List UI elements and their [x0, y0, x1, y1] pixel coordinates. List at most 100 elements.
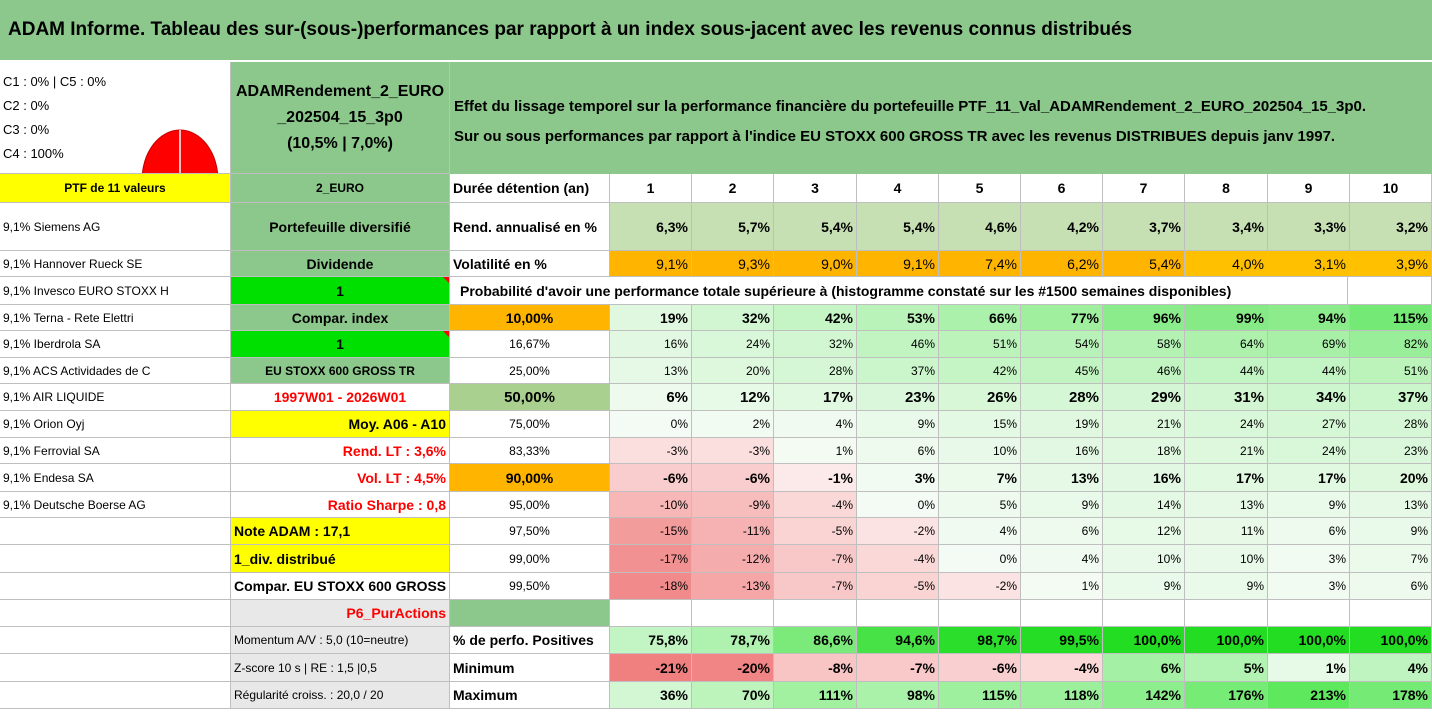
- prob-cell-3-10: 51%: [1350, 358, 1432, 384]
- stat-cell-3-2: 70%: [692, 682, 774, 709]
- stat-cell-3-10: 178%: [1350, 682, 1432, 709]
- prob-cell-9-10: 9%: [1350, 518, 1432, 545]
- vol-value-3: 9,0%: [774, 251, 857, 277]
- pie-legend-c1: C1 : 0% | C5 : 0%: [3, 74, 107, 89]
- prob-cell-9-8: 11%: [1185, 518, 1268, 545]
- portfolio-currency: 2_EURO: [231, 174, 450, 203]
- year-2: 2: [692, 174, 774, 203]
- empty-left-2: [0, 545, 231, 573]
- year-10: 10: [1350, 174, 1432, 203]
- momentum-label: Momentum A/V : 5,0 (10=neutre): [231, 627, 450, 654]
- year-3: 3: [774, 174, 857, 203]
- stat-cell-3-1: 36%: [610, 682, 692, 709]
- stat-cell-1-10: 100,0%: [1350, 627, 1432, 654]
- rend-value-9: 3,3%: [1268, 203, 1350, 251]
- prob-cell-2-5: 51%: [939, 331, 1021, 358]
- rend-value-4: 5,4%: [857, 203, 939, 251]
- description: Effet du lissage temporel sur la perform…: [450, 62, 1432, 174]
- prob-cell-9-1: -15%: [610, 518, 692, 545]
- stat-label-1: % de perfo. Positives: [450, 627, 610, 654]
- prob-cell-7-7: 16%: [1103, 464, 1185, 492]
- stat-cell-3-4: 98%: [857, 682, 939, 709]
- prob-cell-10-3: -7%: [774, 545, 857, 573]
- prob-label-10: 99,00%: [450, 545, 610, 573]
- prob-cell-11-10: 6%: [1350, 573, 1432, 600]
- rend-lt-label: Rend. LT : 3,6%: [231, 438, 450, 464]
- sharpe-label: Ratio Sharpe : 0,8: [231, 492, 450, 518]
- prob-cell-6-7: 18%: [1103, 438, 1185, 464]
- prob-cell-4-10: 37%: [1350, 384, 1432, 411]
- prob-cell-2-1: 16%: [610, 331, 692, 358]
- vol-value-7: 5,4%: [1103, 251, 1185, 277]
- empty-row-cell-1: [610, 600, 692, 627]
- prob-cell-7-9: 17%: [1268, 464, 1350, 492]
- holding-7: 9,1% AIR LIQUIDE: [0, 384, 231, 411]
- prob-cell-8-8: 13%: [1185, 492, 1268, 518]
- prob-cell-2-2: 24%: [692, 331, 774, 358]
- holding-3: 9,1% Invesco EURO STOXX H: [0, 277, 231, 305]
- prob-cell-8-3: -4%: [774, 492, 857, 518]
- portfolio-name-line-3: (10,5% | 7,0%): [287, 134, 393, 152]
- empty-row-cell-9: [1268, 600, 1350, 627]
- pie-legend-c4: C4 : 100%: [3, 146, 64, 161]
- prob-cell-3-6: 45%: [1021, 358, 1103, 384]
- year-7: 7: [1103, 174, 1185, 203]
- prob-cell-10-8: 10%: [1185, 545, 1268, 573]
- prob-cell-1-6: 77%: [1021, 305, 1103, 331]
- prob-cell-3-7: 46%: [1103, 358, 1185, 384]
- prob-cell-7-4: 3%: [857, 464, 939, 492]
- rend-value-5: 4,6%: [939, 203, 1021, 251]
- prob-cell-2-10: 82%: [1350, 331, 1432, 358]
- stat-cell-2-4: -7%: [857, 654, 939, 682]
- holding-6: 9,1% ACS Actividades de C: [0, 358, 231, 384]
- prob-label-2: 16,67%: [450, 331, 610, 358]
- vol-value-9: 3,1%: [1268, 251, 1350, 277]
- prob-label-11: 99,50%: [450, 573, 610, 600]
- stat-cell-2-8: 5%: [1185, 654, 1268, 682]
- portfolio-count: PTF de 11 valeurs: [0, 174, 231, 203]
- prob-cell-5-9: 27%: [1268, 411, 1350, 438]
- prob-cell-11-3: -7%: [774, 573, 857, 600]
- rend-value-6: 4,2%: [1021, 203, 1103, 251]
- holding-8: 9,1% Orion Oyj: [0, 411, 231, 438]
- prob-cell-5-3: 4%: [774, 411, 857, 438]
- prob-cell-4-9: 34%: [1268, 384, 1350, 411]
- prob-cell-4-2: 12%: [692, 384, 774, 411]
- prob-label-4: 50,00%: [450, 384, 610, 411]
- prob-cell-8-7: 14%: [1103, 492, 1185, 518]
- prob-label-9: 97,50%: [450, 518, 610, 545]
- holding-5: 9,1% Iberdrola SA: [0, 331, 231, 358]
- pie-block: C1 : 0% | C5 : 0% C2 : 0% C3 : 0% C4 : 1…: [0, 62, 231, 174]
- vol-value-4: 9,1%: [857, 251, 939, 277]
- holding-9: 9,1% Ferrovial SA: [0, 438, 231, 464]
- year-4: 4: [857, 174, 939, 203]
- prob-cell-7-10: 20%: [1350, 464, 1432, 492]
- prob-cell-7-8: 17%: [1185, 464, 1268, 492]
- prob-cell-6-4: 6%: [857, 438, 939, 464]
- zscore-label: Z-score 10 s | RE : 1,5 |0,5: [231, 654, 450, 682]
- prob-cell-9-9: 6%: [1268, 518, 1350, 545]
- stat-cell-1-6: 99,5%: [1021, 627, 1103, 654]
- prob-cell-10-9: 3%: [1268, 545, 1350, 573]
- prob-cell-1-1: 19%: [610, 305, 692, 331]
- empty-left-5: [0, 627, 231, 654]
- prob-label-3: 25,00%: [450, 358, 610, 384]
- stat-cell-1-9: 100,0%: [1268, 627, 1350, 654]
- stat-cell-3-5: 115%: [939, 682, 1021, 709]
- flag-one-a: 1: [231, 277, 450, 305]
- empty-left-4: [0, 600, 231, 627]
- prob-cell-5-2: 2%: [692, 411, 774, 438]
- prob-cell-2-6: 54%: [1021, 331, 1103, 358]
- prob-cell-10-4: -4%: [857, 545, 939, 573]
- stat-cell-2-1: -21%: [610, 654, 692, 682]
- prob-cell-10-7: 10%: [1103, 545, 1185, 573]
- stat-cell-1-7: 100,0%: [1103, 627, 1185, 654]
- vol-value-2: 9,3%: [692, 251, 774, 277]
- prob-cell-7-5: 7%: [939, 464, 1021, 492]
- holding-11: 9,1% Deutsche Boerse AG: [0, 492, 231, 518]
- stat-cell-1-1: 75,8%: [610, 627, 692, 654]
- prob-cell-11-4: -5%: [857, 573, 939, 600]
- prob-cell-8-1: -10%: [610, 492, 692, 518]
- prob-cell-4-4: 23%: [857, 384, 939, 411]
- prob-cell-8-2: -9%: [692, 492, 774, 518]
